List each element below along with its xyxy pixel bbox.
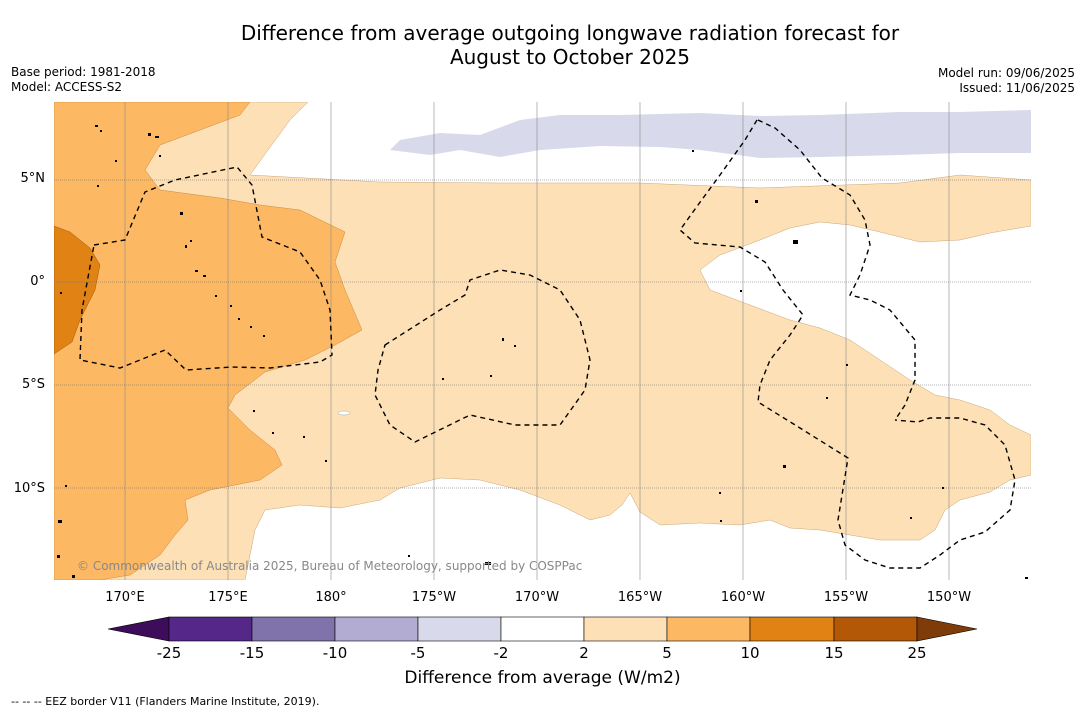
lon-label-170w: 170°W [514, 590, 560, 605]
colorbar [107, 616, 978, 642]
eez-border-central [374, 269, 591, 443]
lat-label-0: 0° [30, 274, 45, 289]
colorbar-tick: -25 [156, 644, 182, 662]
eez-border-east [757, 119, 916, 421]
colorbar-bin-4 [417, 616, 502, 642]
model-run: Model run: 09/06/2025 [937, 66, 1075, 80]
meridians [124, 102, 950, 580]
lon-label-150w: 150°W [926, 590, 972, 605]
colorbar-extend-low [107, 616, 170, 642]
colorbar-title: Difference from average (W/m2) [404, 668, 681, 688]
contour-10-to-15 [54, 225, 101, 355]
model-name: Model: ACCESS-S2 [11, 80, 123, 94]
lat-label-5s: 5°S [21, 377, 45, 392]
title-line-1: Difference from average outgoing longwav… [240, 21, 900, 45]
contour-minus5-to-minus2 [390, 110, 1031, 158]
colorbar-tick: -5 [410, 644, 426, 662]
graticule [54, 179, 1031, 489]
colorbar-bin-8 [749, 616, 835, 642]
colorbar-bin-7 [666, 616, 751, 642]
lon-label-160w: 160°W [720, 590, 766, 605]
eez-footnote: -- -- -- EEZ border V11 (Flanders Marine… [11, 695, 320, 708]
meta-left: Base period: 1981-2018 Model: ACCESS-S2 [11, 65, 156, 95]
colorbar-tick: 10 [740, 644, 760, 662]
colorbar-tick: -10 [322, 644, 348, 662]
copyright-notice: © Commonwealth of Australia 2025, Bureau… [77, 559, 583, 573]
islands [57, 125, 1028, 579]
map-area [54, 102, 1031, 580]
eez-border-east-inner [679, 119, 1016, 569]
colorbar-extend-high [916, 616, 978, 642]
meta-right: Model run: 09/06/2025 Issued: 11/06/2025 [938, 66, 1075, 96]
colorbar-tick: 15 [824, 644, 844, 662]
colorbar-bin-3 [334, 616, 419, 642]
colorbar-bin-5 [500, 616, 585, 642]
lon-label-165w: 165°W [617, 590, 663, 605]
lon-label-180: 180° [315, 590, 347, 605]
contour-5-to-10 [54, 102, 363, 580]
colorbar-tick: -15 [239, 644, 265, 662]
lon-label-155w: 155°W [823, 590, 869, 605]
colorbar-bin-9 [833, 616, 918, 642]
colorbar-bin-1 [168, 616, 253, 642]
colorbar-tick: 2 [579, 644, 589, 662]
colorbar-tick: -2 [493, 644, 509, 662]
white-pocket [337, 410, 351, 416]
eez-borders [79, 119, 1016, 569]
title-line-2: August to October 2025 [449, 45, 691, 69]
colorbar-bin-6 [583, 616, 668, 642]
lon-label-170e: 170°E [105, 590, 145, 605]
colorbar-bin-2 [251, 616, 336, 642]
lat-label-10s: 10°S [13, 481, 45, 496]
lon-label-175e: 175°E [208, 590, 248, 605]
lat-label-5n: 5°N [20, 171, 46, 186]
colorbar-tick: 5 [662, 644, 672, 662]
base-period: Base period: 1981-2018 [11, 65, 156, 79]
lon-label-175w: 175°W [411, 590, 457, 605]
colorbar-tick: 25 [907, 644, 927, 662]
map-title: Difference from average outgoing longwav… [0, 21, 1085, 69]
eez-border-west [79, 166, 333, 371]
issued-date: Issued: 11/06/2025 [959, 81, 1075, 95]
